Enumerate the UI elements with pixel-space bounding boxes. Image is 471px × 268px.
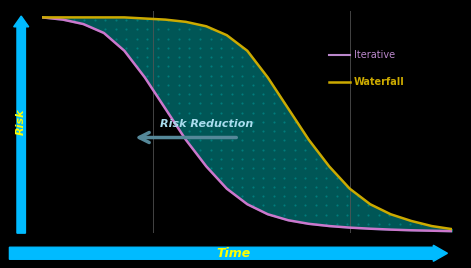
Text: Risk: Risk: [16, 109, 26, 135]
Text: Time: Time: [216, 247, 250, 260]
Text: Risk Reduction: Risk Reduction: [160, 119, 253, 129]
Text: Iterative: Iterative: [354, 50, 395, 60]
Text: Waterfall: Waterfall: [354, 77, 405, 87]
